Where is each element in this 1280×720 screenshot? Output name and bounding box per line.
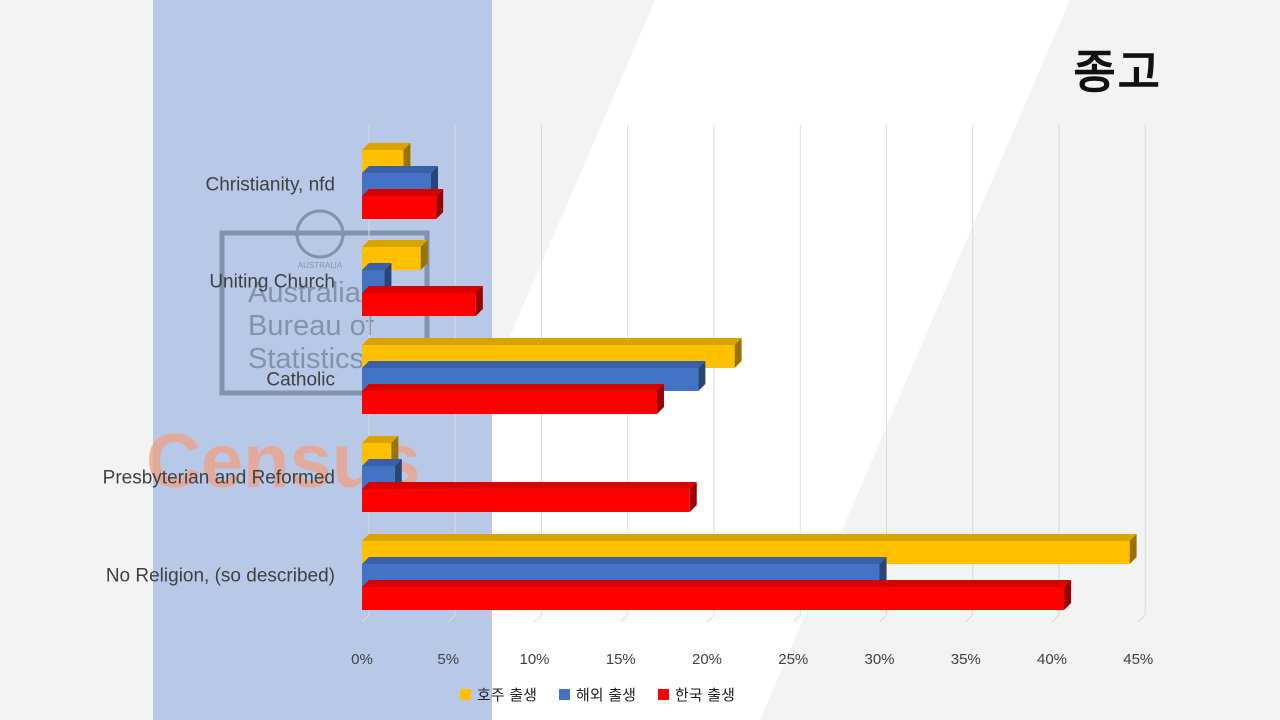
bar-side bbox=[403, 143, 411, 173]
legend-label-2: 한국 출생 bbox=[674, 686, 735, 704]
legend-swatch-1 bbox=[558, 689, 570, 700]
bar-1-2 bbox=[362, 286, 483, 316]
bar-side bbox=[420, 240, 428, 270]
legend-item-2: 한국 출생 bbox=[657, 684, 735, 705]
logo-line-3: Statistics bbox=[248, 343, 364, 375]
x-tick-label: 40% bbox=[1037, 651, 1067, 668]
bar-top bbox=[362, 534, 1137, 541]
bar-side bbox=[1064, 580, 1072, 610]
bar-side bbox=[394, 459, 402, 489]
x-tick-labels: 0% 5% 10% 15% 20% 25% 30% 35% 40% 45% bbox=[351, 651, 1153, 668]
bar-top bbox=[362, 459, 402, 466]
bar-4-2 bbox=[362, 580, 1072, 610]
bar-side bbox=[475, 286, 483, 316]
gridline-floor-0 bbox=[361, 614, 370, 623]
bar-front bbox=[362, 293, 476, 316]
bar-side bbox=[689, 482, 697, 512]
bar-side bbox=[384, 263, 392, 293]
bar-1-0 bbox=[362, 240, 428, 270]
bar-top bbox=[362, 263, 392, 270]
page-title: 종고 bbox=[1073, 45, 1162, 99]
gridline-floor-4 bbox=[706, 614, 715, 623]
bar-side bbox=[391, 436, 399, 466]
bar-top bbox=[362, 338, 742, 345]
x-tick-label: 35% bbox=[951, 651, 981, 668]
bar-top bbox=[362, 436, 399, 443]
gridline-floor-5 bbox=[792, 614, 801, 623]
abs-logo: AUSTRALIA Australian Bureau of Statistic… bbox=[219, 209, 430, 396]
category-label: No Religion, (so described) bbox=[106, 566, 335, 587]
legend-swatch-0 bbox=[460, 689, 471, 700]
category-label: Presbyterian and Reformed bbox=[103, 468, 335, 489]
bar-top bbox=[362, 580, 1072, 587]
bar-side bbox=[698, 361, 706, 391]
category-label: Catholic bbox=[266, 370, 335, 391]
bar-front bbox=[362, 196, 437, 219]
legend-label-0: 호주 출생 bbox=[477, 686, 537, 704]
gridline-floor-3 bbox=[620, 614, 629, 623]
legend-swatch-2 bbox=[657, 689, 669, 700]
bar-top bbox=[362, 557, 887, 564]
bar-top bbox=[362, 240, 428, 247]
bar-top bbox=[362, 361, 706, 368]
gridline-floor-6 bbox=[879, 614, 887, 623]
crest-text: AUSTRALIA bbox=[298, 261, 343, 270]
bar-side bbox=[1129, 534, 1137, 564]
bar-top bbox=[362, 384, 664, 391]
x-tick-label: 20% bbox=[692, 651, 722, 668]
bar-front bbox=[362, 489, 690, 512]
bar-side bbox=[734, 338, 742, 368]
x-tick-label: 10% bbox=[519, 651, 549, 668]
x-tick-label: 0% bbox=[351, 651, 373, 668]
category-labels: Christianity, nfd Uniting Church Catholic P… bbox=[103, 175, 335, 587]
x-tick-label: 30% bbox=[864, 651, 894, 668]
bar-top bbox=[362, 482, 697, 489]
bar-top bbox=[362, 143, 411, 150]
bars bbox=[362, 143, 1137, 610]
x-tick-label: 45% bbox=[1123, 651, 1153, 668]
bar-side bbox=[436, 189, 444, 219]
logo-line-2: Bureau of bbox=[248, 310, 375, 342]
legend-item-1: 해외 출생 bbox=[558, 684, 636, 705]
legend: 호주 출생 해외 출생 한국 출생 bbox=[460, 684, 735, 705]
bar-top bbox=[362, 189, 444, 196]
gridline-floor-1 bbox=[447, 614, 456, 623]
bar-0-2 bbox=[362, 189, 444, 219]
x-tick-label: 15% bbox=[606, 651, 636, 668]
bar-3-2 bbox=[362, 482, 697, 512]
legend-label-1: 해외 출생 bbox=[575, 686, 636, 704]
category-label: Christianity, nfd bbox=[205, 175, 335, 196]
x-tick-label: 25% bbox=[778, 651, 808, 668]
bar-side bbox=[879, 557, 887, 587]
logo-line-1: Australian bbox=[248, 277, 377, 309]
category-label: Uniting Church bbox=[209, 272, 335, 293]
bar-side bbox=[656, 384, 664, 414]
bar-2-2 bbox=[362, 384, 664, 414]
gridline-floor-7 bbox=[965, 614, 974, 623]
legend-item-0: 호주 출생 bbox=[460, 684, 537, 705]
gridline-floor-8 bbox=[1051, 614, 1060, 623]
bar-front bbox=[362, 391, 657, 414]
gridline-floor-2 bbox=[534, 614, 542, 623]
bar-top bbox=[362, 166, 438, 173]
bar-front bbox=[362, 587, 1065, 610]
x-tick-label: 5% bbox=[437, 651, 459, 668]
bar-side bbox=[431, 166, 438, 196]
gridline-floor-9 bbox=[1137, 614, 1146, 623]
bar-top bbox=[362, 286, 483, 293]
